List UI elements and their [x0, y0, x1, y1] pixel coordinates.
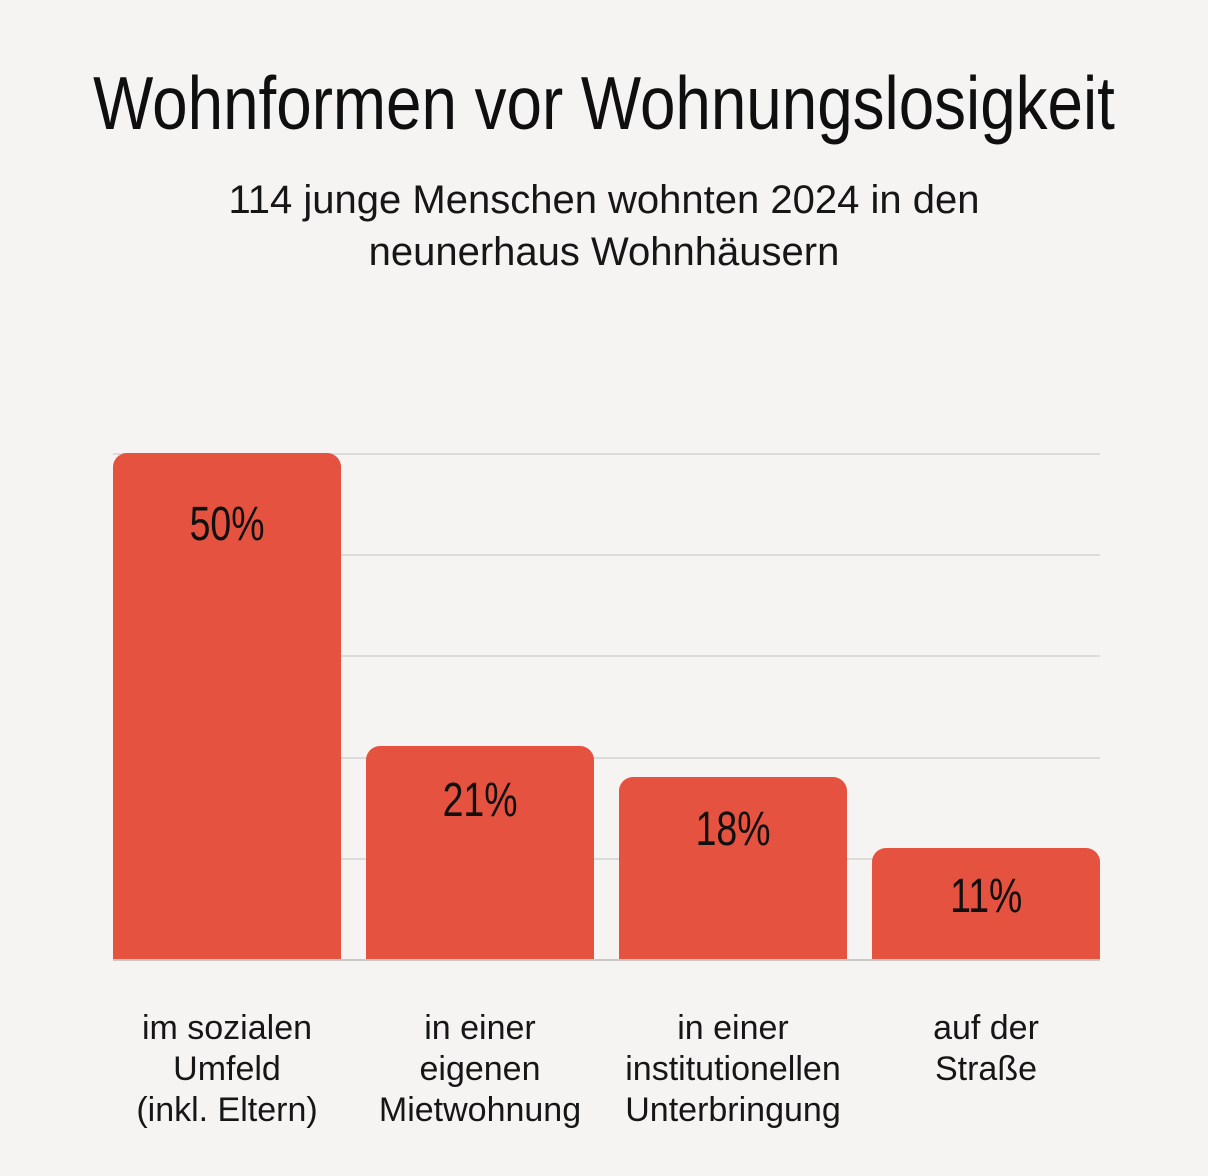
bar-value-text: 11%: [949, 869, 1023, 923]
category-label-line: institutionellen: [625, 1050, 841, 1088]
category-axis-labels: im sozialen Umfeld (inkl. Eltern) in einer e…: [113, 1008, 1100, 1138]
category-label-line: Umfeld: [173, 1050, 281, 1088]
chart-subtitle: 114 junge Menschen wohnten 2024 in den n…: [0, 174, 1208, 278]
bar-value-label: 18%: [619, 777, 847, 859]
gridline: [113, 554, 1100, 557]
chart-title-text: Wohnformen vor Wohnungslosigkeit: [93, 61, 1115, 145]
bar-value-label: 11%: [872, 848, 1100, 926]
bar-1: 50%: [113, 453, 341, 959]
category-label-line: Mietwohnung: [378, 1091, 582, 1129]
category-label-line: (inkl. Eltern): [136, 1091, 318, 1129]
chart-subtitle-line-1: 114 junge Menschen wohnten 2024 in den: [228, 178, 980, 222]
bar-value-label: 21%: [366, 746, 594, 830]
category-label-line: eigenen: [419, 1050, 541, 1088]
gridline: [113, 453, 1100, 455]
category-label-line: im sozialen: [141, 1009, 313, 1047]
bar-value-label: 50%: [113, 453, 341, 554]
bar-3: 18%: [619, 776, 847, 959]
category-label-line: Unterbringung: [625, 1091, 841, 1129]
category-label-line: in einer: [677, 1009, 789, 1047]
category-label: in einer institutionellen Unterbringung: [619, 1008, 847, 1131]
gridline: [113, 756, 1100, 759]
category-label: auf der Straße: [872, 1008, 1100, 1090]
category-label: in einer eigenen Mietwohnung: [366, 1008, 594, 1131]
category-label-line: Straße: [934, 1050, 1038, 1088]
bar-chart-plot-area: 50% 21% 18% 11%: [113, 453, 1100, 961]
gridline: [113, 857, 1100, 860]
gridline: [113, 655, 1100, 658]
bar-value-text: 18%: [695, 802, 771, 856]
x-axis-baseline: [113, 959, 1100, 961]
category-label-line: in einer: [424, 1009, 536, 1047]
bar-2: 21%: [366, 746, 594, 959]
bar-value-text: 50%: [189, 498, 265, 551]
chart-title: Wohnformen vor Wohnungslosigkeit: [0, 58, 1208, 148]
bar-4: 11%: [872, 847, 1100, 959]
chart-subtitle-line-2: neunerhaus Wohnhäusern: [368, 230, 840, 274]
bar-value-text: 21%: [442, 774, 518, 828]
category-label-line: auf der: [933, 1009, 1039, 1047]
category-label: im sozialen Umfeld (inkl. Eltern): [113, 1008, 341, 1131]
